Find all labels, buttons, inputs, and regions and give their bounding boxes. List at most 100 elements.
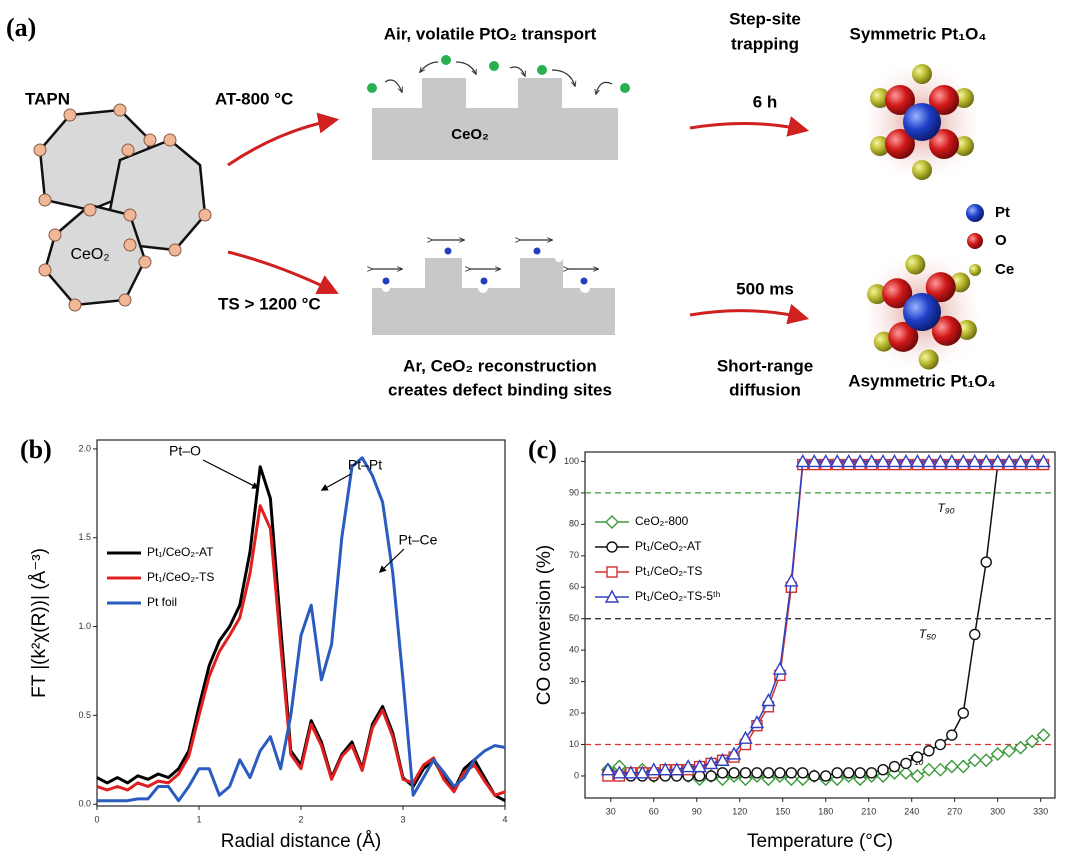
caption: Short-range	[717, 356, 813, 375]
x-tick-label: 270	[947, 806, 962, 816]
legend-label: Pt₁/CeO₂-AT	[147, 545, 214, 559]
x-tick-label: 180	[818, 806, 833, 816]
arrow	[690, 123, 805, 130]
y-tick-label: 90	[569, 487, 579, 497]
marker	[878, 765, 888, 775]
arrow	[228, 252, 335, 292]
caption: Asymmetric Pt₁O₄	[848, 371, 995, 390]
y-tick-label: 0.5	[78, 710, 91, 720]
label: TAPN	[25, 89, 70, 108]
annotation: Pt–O	[169, 443, 201, 459]
x-tick-label: 2	[298, 814, 303, 824]
legend-atom	[969, 264, 981, 276]
arrow	[228, 120, 335, 165]
pt1o4-cluster	[859, 247, 984, 377]
x-axis-label: Radial distance (Å)	[221, 831, 382, 852]
marker	[890, 762, 900, 772]
caption: creates defect binding sites	[388, 380, 612, 399]
marker	[695, 771, 705, 781]
y-tick-label: 20	[569, 707, 579, 717]
route-label: TS > 1200 °C	[218, 294, 321, 313]
y-tick-label: 1.5	[78, 532, 91, 542]
x-tick-label: 1	[196, 814, 201, 824]
y-axis-label: FT |(k²χ(R))| (Å⁻³)	[29, 548, 50, 698]
marker	[740, 768, 750, 778]
hop-arrows	[372, 240, 598, 269]
marker	[912, 752, 922, 762]
y-axis-label: CO conversion (%)	[534, 545, 555, 706]
arrow	[690, 311, 805, 318]
marker	[606, 516, 618, 528]
x-tick-label: 3	[400, 814, 405, 824]
x-tick-label: 90	[692, 806, 702, 816]
legend-atom	[967, 233, 983, 249]
x-tick-label: 330	[1033, 806, 1048, 816]
marker	[855, 768, 865, 778]
time-label: 6 h	[753, 92, 778, 111]
marker	[775, 768, 785, 778]
marker	[607, 542, 617, 552]
pto2-molecules	[367, 55, 630, 93]
reference-label: T₅₀	[919, 627, 936, 641]
marker	[809, 771, 819, 781]
legend-label: Pt₁/CeO₂-AT	[635, 539, 702, 553]
legend-label: O	[995, 232, 1007, 249]
marker	[946, 761, 958, 773]
marker	[923, 764, 935, 776]
marker	[867, 768, 877, 778]
reference-label: T₉₀	[938, 501, 955, 515]
y-tick-label: 0.0	[78, 799, 91, 809]
marker	[970, 629, 980, 639]
marker	[924, 746, 934, 756]
marker	[785, 575, 797, 586]
series-line	[97, 458, 505, 801]
legend-label: Ce	[995, 261, 1014, 278]
pt1o4-cluster	[867, 64, 977, 180]
x-tick-label: 4	[502, 814, 507, 824]
marker	[980, 754, 992, 766]
marker	[981, 557, 991, 567]
caption: Symmetric Pt₁O₄	[849, 24, 986, 43]
caption: Ar, CeO₂ reconstruction	[403, 356, 597, 375]
marker	[935, 740, 945, 750]
caption: Air, volatile PtO₂ transport	[384, 24, 597, 43]
marker	[832, 768, 842, 778]
marker	[821, 771, 831, 781]
marker	[798, 768, 808, 778]
y-tick-label: 0	[574, 770, 579, 780]
x-tick-label: 30	[606, 806, 616, 816]
marker	[911, 770, 923, 782]
plot-frame	[97, 440, 505, 806]
marker	[844, 768, 854, 778]
marker	[718, 768, 728, 778]
y-tick-label: 80	[569, 519, 579, 529]
series-line	[608, 465, 1044, 776]
legend-label: Pt₁/CeO₂-TS	[147, 570, 214, 584]
particles	[40, 110, 205, 305]
marker	[729, 768, 739, 778]
x-tick-label: 240	[904, 806, 919, 816]
marker	[786, 768, 796, 778]
annotation-arrow	[322, 474, 351, 490]
marker	[934, 764, 946, 776]
marker	[607, 567, 617, 577]
annotation: Pt–Ce	[399, 532, 438, 548]
legend-atom	[966, 204, 984, 222]
marker	[1015, 742, 1027, 754]
y-tick-label: 30	[569, 676, 579, 686]
route-label: AT-800 °C	[215, 89, 293, 108]
marker	[958, 708, 968, 718]
y-tick-label: 40	[569, 645, 579, 655]
time-label: 500 ms	[736, 279, 794, 298]
marker	[947, 730, 957, 740]
y-tick-label: 50	[569, 613, 579, 623]
legend-label: Pt₁/CeO₂-TS-5ᵗʰ	[635, 589, 721, 603]
y-tick-label: 10	[569, 739, 579, 749]
particle-label: CeO₂	[70, 246, 109, 263]
marker	[706, 771, 716, 781]
marker	[969, 754, 981, 766]
annotation-arrow	[203, 460, 258, 488]
marker	[1003, 745, 1015, 757]
x-tick-label: 0	[94, 814, 99, 824]
x-tick-label: 120	[732, 806, 747, 816]
